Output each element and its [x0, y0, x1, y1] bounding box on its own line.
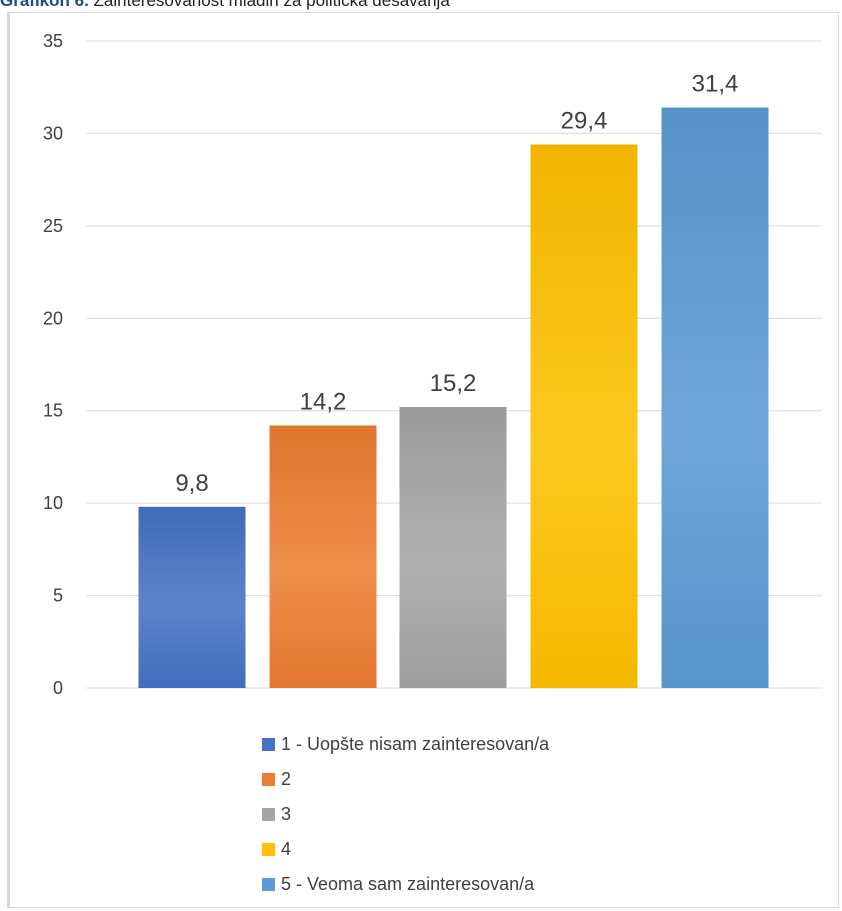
- legend-item-3: 3: [262, 797, 822, 832]
- chart-legend: 1 - Uopšte nisam zainteresovan/a 2 3 4 5 - V…: [262, 727, 822, 902]
- legend-swatch-5: [262, 878, 275, 891]
- legend-label-2: 2: [281, 769, 292, 789]
- legend-label-1: 1 - Uopšte nisam zainteresovan/a: [281, 734, 550, 754]
- y-tick-label-20: 20: [43, 308, 63, 328]
- legend-label-4: 4: [281, 839, 292, 859]
- y-tick-label-30: 30: [43, 123, 63, 143]
- data-label-4: 29,4: [561, 108, 608, 135]
- y-tick-label-10: 10: [43, 493, 63, 513]
- legend-swatch-1: [262, 738, 275, 751]
- y-tick-label-35: 35: [43, 31, 63, 51]
- bar-3: [399, 407, 507, 688]
- y-tick-label-0: 0: [53, 678, 63, 698]
- bar-4: [530, 144, 638, 688]
- caption-lead: Grafikon 6.: [0, 0, 89, 10]
- y-tick-label-15: 15: [43, 401, 63, 421]
- legend-item-4: 4: [262, 832, 822, 867]
- bar-5: [661, 107, 769, 688]
- bar-2: [269, 425, 377, 688]
- data-labels: 9,8 14,2 15,2 29,4 31,4: [175, 71, 738, 497]
- chart-caption: Grafikon 6. Zainteresovanost mladih za p…: [0, 0, 842, 11]
- y-axis-ticks: 0 5 10 15 20 25 30 35: [43, 31, 63, 698]
- legend-item-1: 1 - Uopšte nisam zainteresovan/a: [262, 727, 822, 762]
- data-label-2: 14,2: [300, 389, 347, 416]
- y-tick-label-25: 25: [43, 216, 63, 236]
- legend-swatch-3: [262, 808, 275, 821]
- legend-item-2: 2: [262, 762, 822, 797]
- data-label-3: 15,2: [430, 370, 477, 397]
- bar-1: [138, 506, 246, 688]
- legend-label-3: 3: [281, 804, 292, 824]
- data-label-5: 31,4: [692, 71, 739, 98]
- data-label-1: 9,8: [175, 470, 208, 497]
- legend-swatch-4: [262, 843, 275, 856]
- legend-swatch-2: [262, 773, 275, 786]
- legend-item-5: 5 - Veoma sam zainteresovan/a: [262, 867, 822, 902]
- y-tick-label-5: 5: [53, 586, 63, 606]
- caption-text: Zainteresovanost mladih za politička deš…: [88, 0, 450, 10]
- legend-label-5: 5 - Veoma sam zainteresovan/a: [281, 874, 535, 894]
- bars: [138, 107, 769, 688]
